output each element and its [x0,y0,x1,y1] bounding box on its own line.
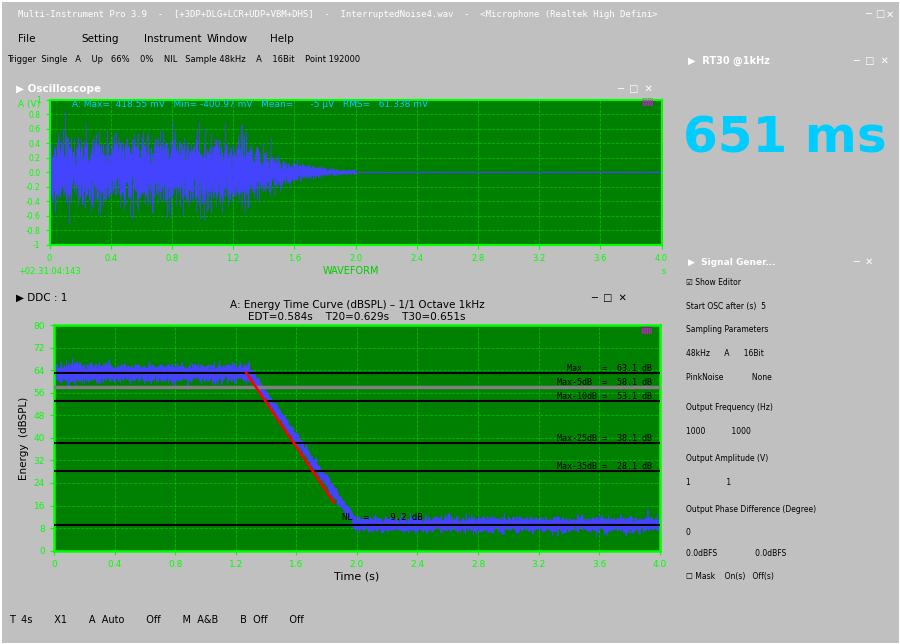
Text: A (V): A (V) [18,100,40,109]
Title: A: Energy Time Curve (dBSPL) – 1/1 Octave 1kHz
EDT=0.584s    T20=0.629s    T30=0: A: Energy Time Curve (dBSPL) – 1/1 Octav… [230,300,484,321]
Text: Max-25dB =  38.1 dB: Max-25dB = 38.1 dB [557,434,652,443]
Text: s: s [662,267,666,276]
Text: ⅲⅲ: ⅲⅲ [642,98,653,108]
Text: Output Amplitude (V): Output Amplitude (V) [686,454,768,463]
Text: Setting: Setting [81,33,119,44]
Text: ▶ Oscilloscope: ▶ Oscilloscope [15,84,101,93]
Text: □: □ [875,10,884,19]
Text: 48kHz      A      16Bit: 48kHz A 16Bit [686,349,764,358]
Text: ☐ Mask    On(s)   Off(s): ☐ Mask On(s) Off(s) [686,572,774,581]
Text: +02:31:04:143: +02:31:04:143 [18,267,81,276]
Text: Max-5dB  =  58.1 dB: Max-5dB = 58.1 dB [557,377,652,386]
Text: File: File [18,33,35,44]
Text: 1               1: 1 1 [686,478,731,486]
Text: Help: Help [270,33,293,44]
Text: Trigger  Single   A    Up   66%    0%    NIL   Sample 48kHz    A    16Bit    Poi: Trigger Single A Up 66% 0% NIL Sample 48… [7,55,360,64]
Text: ─  □  ✕: ─ □ ✕ [617,84,653,93]
Text: Max-35dB =  28.1 dB: Max-35dB = 28.1 dB [557,462,652,471]
Text: ▶  RT30 @1kHz: ▶ RT30 @1kHz [688,55,770,66]
Y-axis label: Energy  (dBSPL): Energy (dBSPL) [19,396,30,480]
Text: ─: ─ [866,10,871,19]
Text: ✕: ✕ [886,10,895,19]
Text: NL  =    9.2 dB: NL = 9.2 dB [342,513,422,522]
Text: Start OSC after (s)  5: Start OSC after (s) 5 [686,301,766,310]
Text: Max-10dB =  53.1 dB: Max-10dB = 53.1 dB [557,392,652,401]
Text: Window: Window [207,33,248,44]
Text: ⅲⅲ: ⅲⅲ [640,326,652,336]
Text: Output Phase Difference (Degree): Output Phase Difference (Degree) [686,505,816,513]
Text: 651 ms: 651 ms [683,115,887,162]
Text: 1000           1000: 1000 1000 [686,427,751,436]
Text: Output Frequency (Hz): Output Frequency (Hz) [686,403,773,412]
Text: Sampling Parameters: Sampling Parameters [686,325,769,334]
Text: ─  □  ✕: ─ □ ✕ [853,55,888,66]
Text: 0: 0 [686,528,690,537]
Text: Multi-Instrument Pro 3.9  -  [+3DP+DLG+LCR+UDP+VBM+DHS]  -  InterruptedNoise4.wa: Multi-Instrument Pro 3.9 - [+3DP+DLG+LCR… [18,10,658,19]
Text: ▶ DDC : 1: ▶ DDC : 1 [15,293,67,303]
X-axis label: Time (s): Time (s) [334,571,380,582]
Text: ─  ✕: ─ ✕ [853,258,873,267]
Text: ☑ Show Editor: ☑ Show Editor [686,278,741,287]
Text: T  4s       X1       A  Auto       Off       M  A&B       B  Off       Off: T 4s X1 A Auto Off M A&B B Off Off [9,615,304,625]
Text: ─  □  ✕: ─ □ ✕ [591,293,627,303]
Text: Instrument: Instrument [144,33,202,44]
Text: A: Max=  418.55 mV   Min= -400.97 mV   Mean=      -5 μV   RMS=   61.338 mV: A: Max= 418.55 mV Min= -400.97 mV Mean= … [72,100,428,109]
Text: WAVEFORM: WAVEFORM [323,266,379,276]
Text: 0.0dBFS                0.0dBFS: 0.0dBFS 0.0dBFS [686,549,786,558]
Text: ▶  Signal Gener...: ▶ Signal Gener... [688,258,776,267]
Text: Max    =  63.1 dB: Max = 63.1 dB [567,364,652,373]
Text: PinkNoise            None: PinkNoise None [686,373,771,382]
